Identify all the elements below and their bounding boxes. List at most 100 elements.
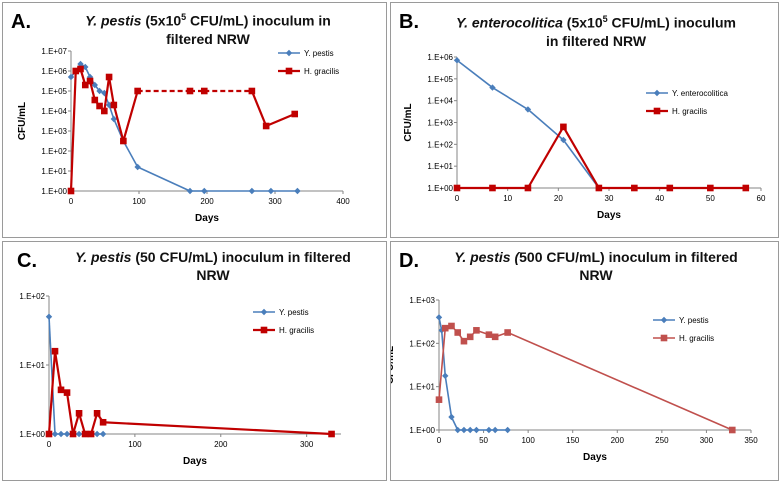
data-point: [524, 106, 532, 113]
data-point: [72, 67, 80, 75]
legend-label: H. gracilis: [679, 334, 714, 343]
series-line-segment: [137, 166, 191, 192]
data-point: [453, 184, 461, 192]
panel-letter-c: C.: [17, 250, 37, 272]
data-point: [504, 329, 511, 336]
x-tick-label: 60: [757, 194, 766, 203]
x-tick-label: 40: [655, 194, 664, 203]
data-point: [328, 430, 335, 438]
y-tick-label: 1.E+02: [409, 339, 435, 348]
y-tick-label: 1.E+07: [41, 47, 67, 56]
y-tick-label: 1.E+06: [41, 67, 67, 76]
x-tick-label: 50: [706, 194, 715, 203]
series-line-segment: [438, 328, 447, 400]
data-point: [467, 426, 474, 434]
data-point: [291, 110, 299, 118]
y-axis-label: CFU/mL: [403, 103, 414, 141]
x-tick-label: 20: [554, 194, 563, 203]
data-point: [75, 410, 83, 417]
panel-a: A. Y. pestis (5x105 CFU/mL) inoculum in …: [2, 2, 387, 238]
y-tick-label: 1.E+02: [41, 147, 67, 156]
data-point: [473, 327, 480, 334]
series-line-segment: [65, 392, 75, 435]
title-line2: filtered NRW: [166, 30, 250, 47]
y-tick-label: 1.E+04: [427, 97, 453, 106]
data-point: [91, 81, 98, 89]
data-point: [491, 333, 499, 341]
panel-c: C. Y. pestis (50 CFU/mL) inoculum in fil…: [2, 241, 387, 481]
data-point: [448, 413, 455, 421]
legend-marker: [660, 316, 668, 324]
data-point: [134, 87, 141, 95]
data-point: [560, 123, 567, 131]
legend-marker: [285, 49, 293, 57]
data-point: [186, 187, 194, 195]
data-point: [460, 337, 468, 345]
data-point: [51, 347, 59, 355]
series-line-segment: [69, 70, 77, 192]
data-point: [262, 122, 270, 130]
title-text: (5x10: [562, 14, 603, 31]
data-point: [595, 184, 603, 192]
data-point: [91, 96, 99, 104]
x-tick-label: 100: [132, 197, 146, 206]
data-point: [57, 430, 65, 438]
x-tick-label: 400: [336, 197, 350, 206]
legend-marker: [653, 107, 661, 115]
panel-letter-b: B.: [399, 11, 419, 33]
data-point: [86, 77, 94, 85]
data-point: [93, 410, 101, 417]
data-point: [99, 430, 107, 438]
title-text: 500 CFU/mL) inoculum in filtered: [519, 249, 738, 265]
data-point: [485, 426, 493, 434]
x-tick-label: 300: [700, 436, 714, 445]
y-tick-label: 1.E+05: [427, 75, 453, 84]
title-text-tail: CFU/mL) inoculum in: [186, 12, 331, 29]
series-line-segment: [456, 59, 493, 89]
y-tick-label: 1.E+00: [41, 187, 67, 196]
title-line2: NRW: [196, 267, 230, 283]
panel-title-d: Y. pestis (500 CFU/mL) inoculum in filte…: [431, 248, 761, 284]
data-point: [453, 57, 461, 64]
title-text-tail: CFU/mL) inoculum: [607, 14, 736, 31]
panel-title-b: Y. enterocolitica (5x105 CFU/mL) inoculu…: [431, 10, 761, 50]
data-point: [45, 313, 53, 320]
data-point: [81, 81, 89, 89]
data-point: [120, 137, 127, 145]
x-axis-label: Days: [597, 210, 621, 221]
chart-a: 1.E+00 1.E+01 1.E+02 1.E+03 1.E+04 1.E+05 1.E+…: [17, 47, 350, 224]
chart-d: 1.E+00 1.E+01 1.E+02 1.E+03 0 50 100 150 200 250 3…: [391, 296, 758, 463]
data-point: [435, 314, 443, 321]
data-point: [96, 87, 103, 95]
title-text: (5x10: [141, 12, 182, 29]
series-line-segment: [90, 412, 99, 435]
x-tick-label: 50: [479, 436, 488, 445]
data-point: [67, 187, 75, 195]
y-axis-label: CFU/mL: [17, 102, 28, 140]
data-point: [101, 107, 108, 115]
data-point: [473, 426, 480, 434]
data-point: [248, 187, 256, 195]
y-tick-label: 1.E+00: [427, 184, 453, 193]
title-organism: Y. pestis: [75, 249, 132, 265]
series-line-segment: [47, 351, 57, 435]
data-point: [631, 184, 638, 192]
series-line-segment: [444, 375, 453, 418]
data-point: [99, 418, 107, 426]
title-text: (50 CFU/mL) inoculum in filtered: [131, 249, 351, 265]
title-organism: Y. pestis (: [454, 249, 520, 265]
data-point: [441, 324, 449, 332]
legend-marker: [260, 308, 268, 316]
series-line-segment: [107, 76, 115, 106]
data-point: [248, 87, 256, 95]
x-tick-label: 350: [744, 436, 758, 445]
panel-title-a: Y. pestis (5x105 CFU/mL) inoculum in fil…: [43, 8, 373, 48]
x-tick-label: 200: [200, 197, 214, 206]
data-point: [200, 87, 208, 95]
data-point: [81, 430, 89, 438]
x-tick-label: 0: [455, 194, 460, 203]
data-point: [460, 426, 468, 434]
legend-label: H. gracilis: [279, 326, 314, 335]
series-line-segment: [71, 412, 81, 435]
data-point: [438, 327, 445, 334]
